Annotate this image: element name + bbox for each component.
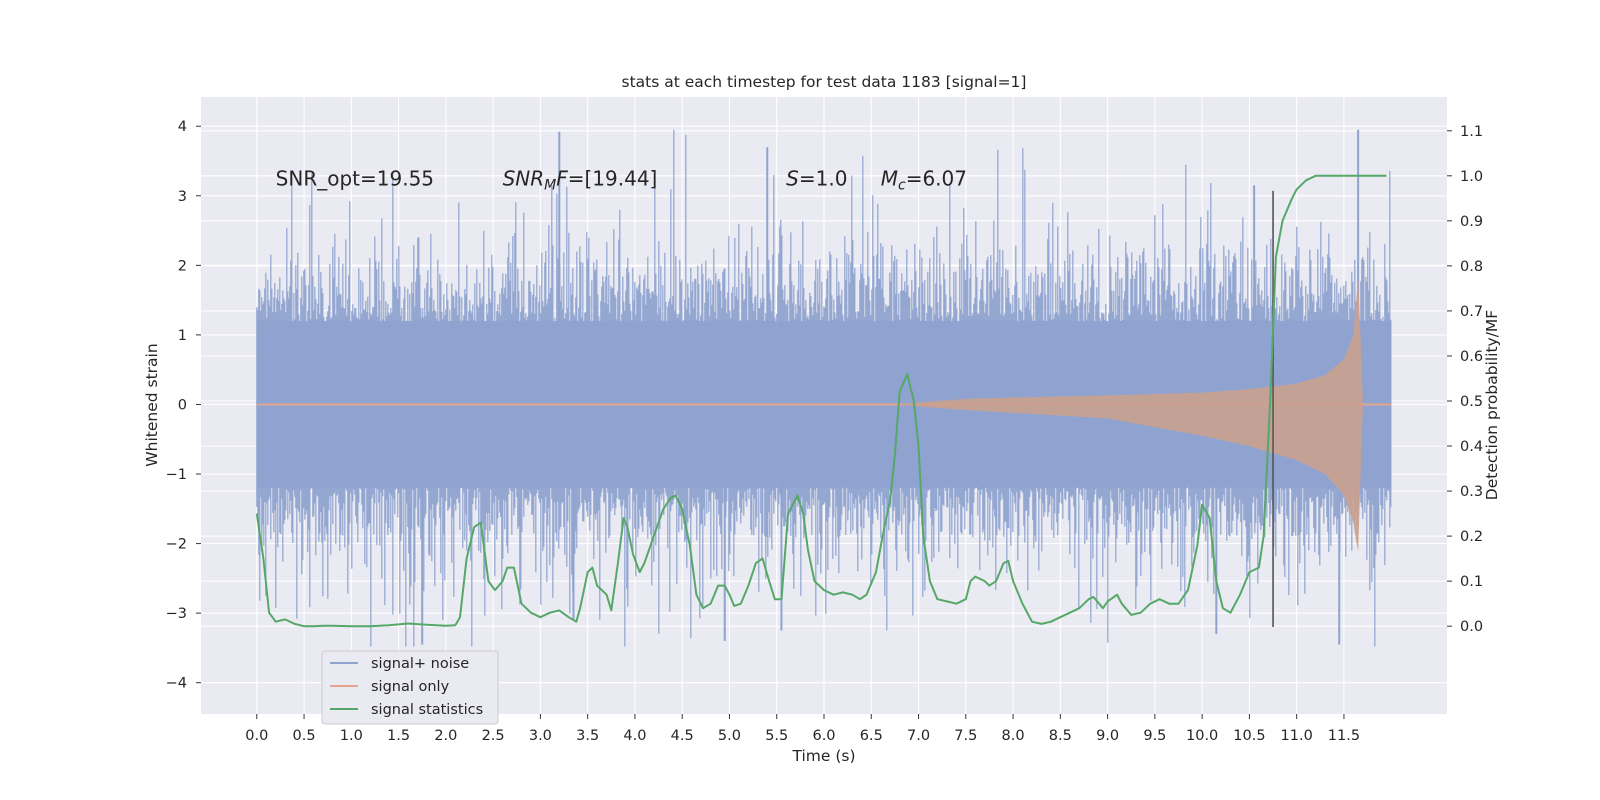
x-tick-label: 6.0	[812, 728, 835, 744]
y-axis-label: Whitened strain	[143, 343, 161, 466]
legend-label-signal: signal only	[371, 679, 450, 695]
x-tick-label: 11.0	[1281, 728, 1313, 744]
axes: 0.0 0.5 1.0 1.5 2.0 2.5 3.0 3.5 4.0 4.5 5.0 5.5 6.0 6…	[166, 119, 1483, 744]
legend-box	[321, 650, 499, 725]
y-right-tick-label: 0.8	[1460, 259, 1483, 275]
y-tick-label: −4	[166, 676, 187, 692]
x-tick-label: 6.5	[860, 728, 883, 744]
legend: signal+ noise signal only signal statist…	[321, 650, 499, 725]
y-right-tick-label: 0.9	[1460, 214, 1483, 230]
legend-label-noise: signal+ noise	[371, 656, 469, 672]
y-tick-label: 3	[178, 189, 187, 205]
x-tick-label: 11.5	[1328, 728, 1360, 744]
y-right-tick-label: 0.7	[1460, 304, 1483, 320]
y-right-tick-label: 1.1	[1460, 124, 1483, 140]
x-tick-label: 4.0	[623, 728, 646, 744]
x-tick-label: 3.5	[576, 728, 599, 744]
y-right-tick-label: 0.6	[1460, 349, 1483, 365]
y-right-tick-label: 1.0	[1460, 169, 1483, 185]
x-tick-label: 8.0	[1002, 728, 1025, 744]
y-right-tick-label: 0.0	[1460, 619, 1483, 635]
y-right-tick-label: 0.1	[1460, 574, 1483, 590]
annotation-text: SNR_opt=19.55	[276, 166, 434, 190]
annotation-text: S=1.0	[786, 166, 847, 190]
x-tick-label: 0.0	[245, 728, 268, 744]
x-tick-label: 1.5	[387, 728, 410, 744]
annotation-text: SNRMF=[19.44]	[503, 166, 658, 193]
y-tick-label: −1	[166, 467, 187, 483]
x-tick-label: 5.0	[718, 728, 741, 744]
y-tick-label: −2	[166, 537, 187, 553]
annotations: SNR_opt=19.55 SNRMF=[19.44] S=1.0 Mc=6.07	[276, 166, 967, 193]
x-tick-label: 7.0	[907, 728, 930, 744]
y-tick-label: 2	[178, 258, 187, 274]
x-tick-label: 9.5	[1143, 728, 1166, 744]
x-tick-label: 7.5	[954, 728, 977, 744]
series-signal-only	[899, 278, 1363, 551]
y-right-tick-label: 0.3	[1460, 484, 1483, 500]
chart-title: stats at each timestep for test data 118…	[622, 73, 1027, 91]
y-right-tick-label: 0.5	[1460, 394, 1483, 410]
x-tick-label: 3.0	[529, 728, 552, 744]
y-tick-label: 1	[178, 328, 187, 344]
x-tick-label: 1.0	[340, 728, 363, 744]
x-axis-label: Time (s)	[791, 747, 855, 765]
x-tick-label: 0.5	[293, 728, 316, 744]
series-layer	[255, 129, 1392, 647]
y-right-tick-label: 0.4	[1460, 439, 1483, 455]
y-tick-label: −3	[166, 606, 187, 622]
legend-label-stats: signal statistics	[371, 702, 483, 718]
x-tick-label: 9.0	[1096, 728, 1119, 744]
x-tick-label: 4.5	[671, 728, 694, 744]
x-tick-label: 2.5	[482, 728, 505, 744]
x-tick-label: 10.5	[1233, 728, 1265, 744]
y-right-tick-label: 0.2	[1460, 529, 1483, 545]
x-tick-label: 5.5	[765, 728, 788, 744]
y-tick-label: 0	[178, 397, 187, 413]
x-tick-label: 2.0	[434, 728, 457, 744]
annotation-text: Mc=6.07	[881, 166, 967, 193]
series-signal-statistics	[255, 174, 1387, 628]
x-tick-label: 10.0	[1186, 728, 1218, 744]
y-tick-label: 4	[178, 119, 187, 135]
y-axis-label-right: Detection probability/MF	[1483, 310, 1501, 501]
x-tick-label: 8.5	[1049, 728, 1072, 744]
